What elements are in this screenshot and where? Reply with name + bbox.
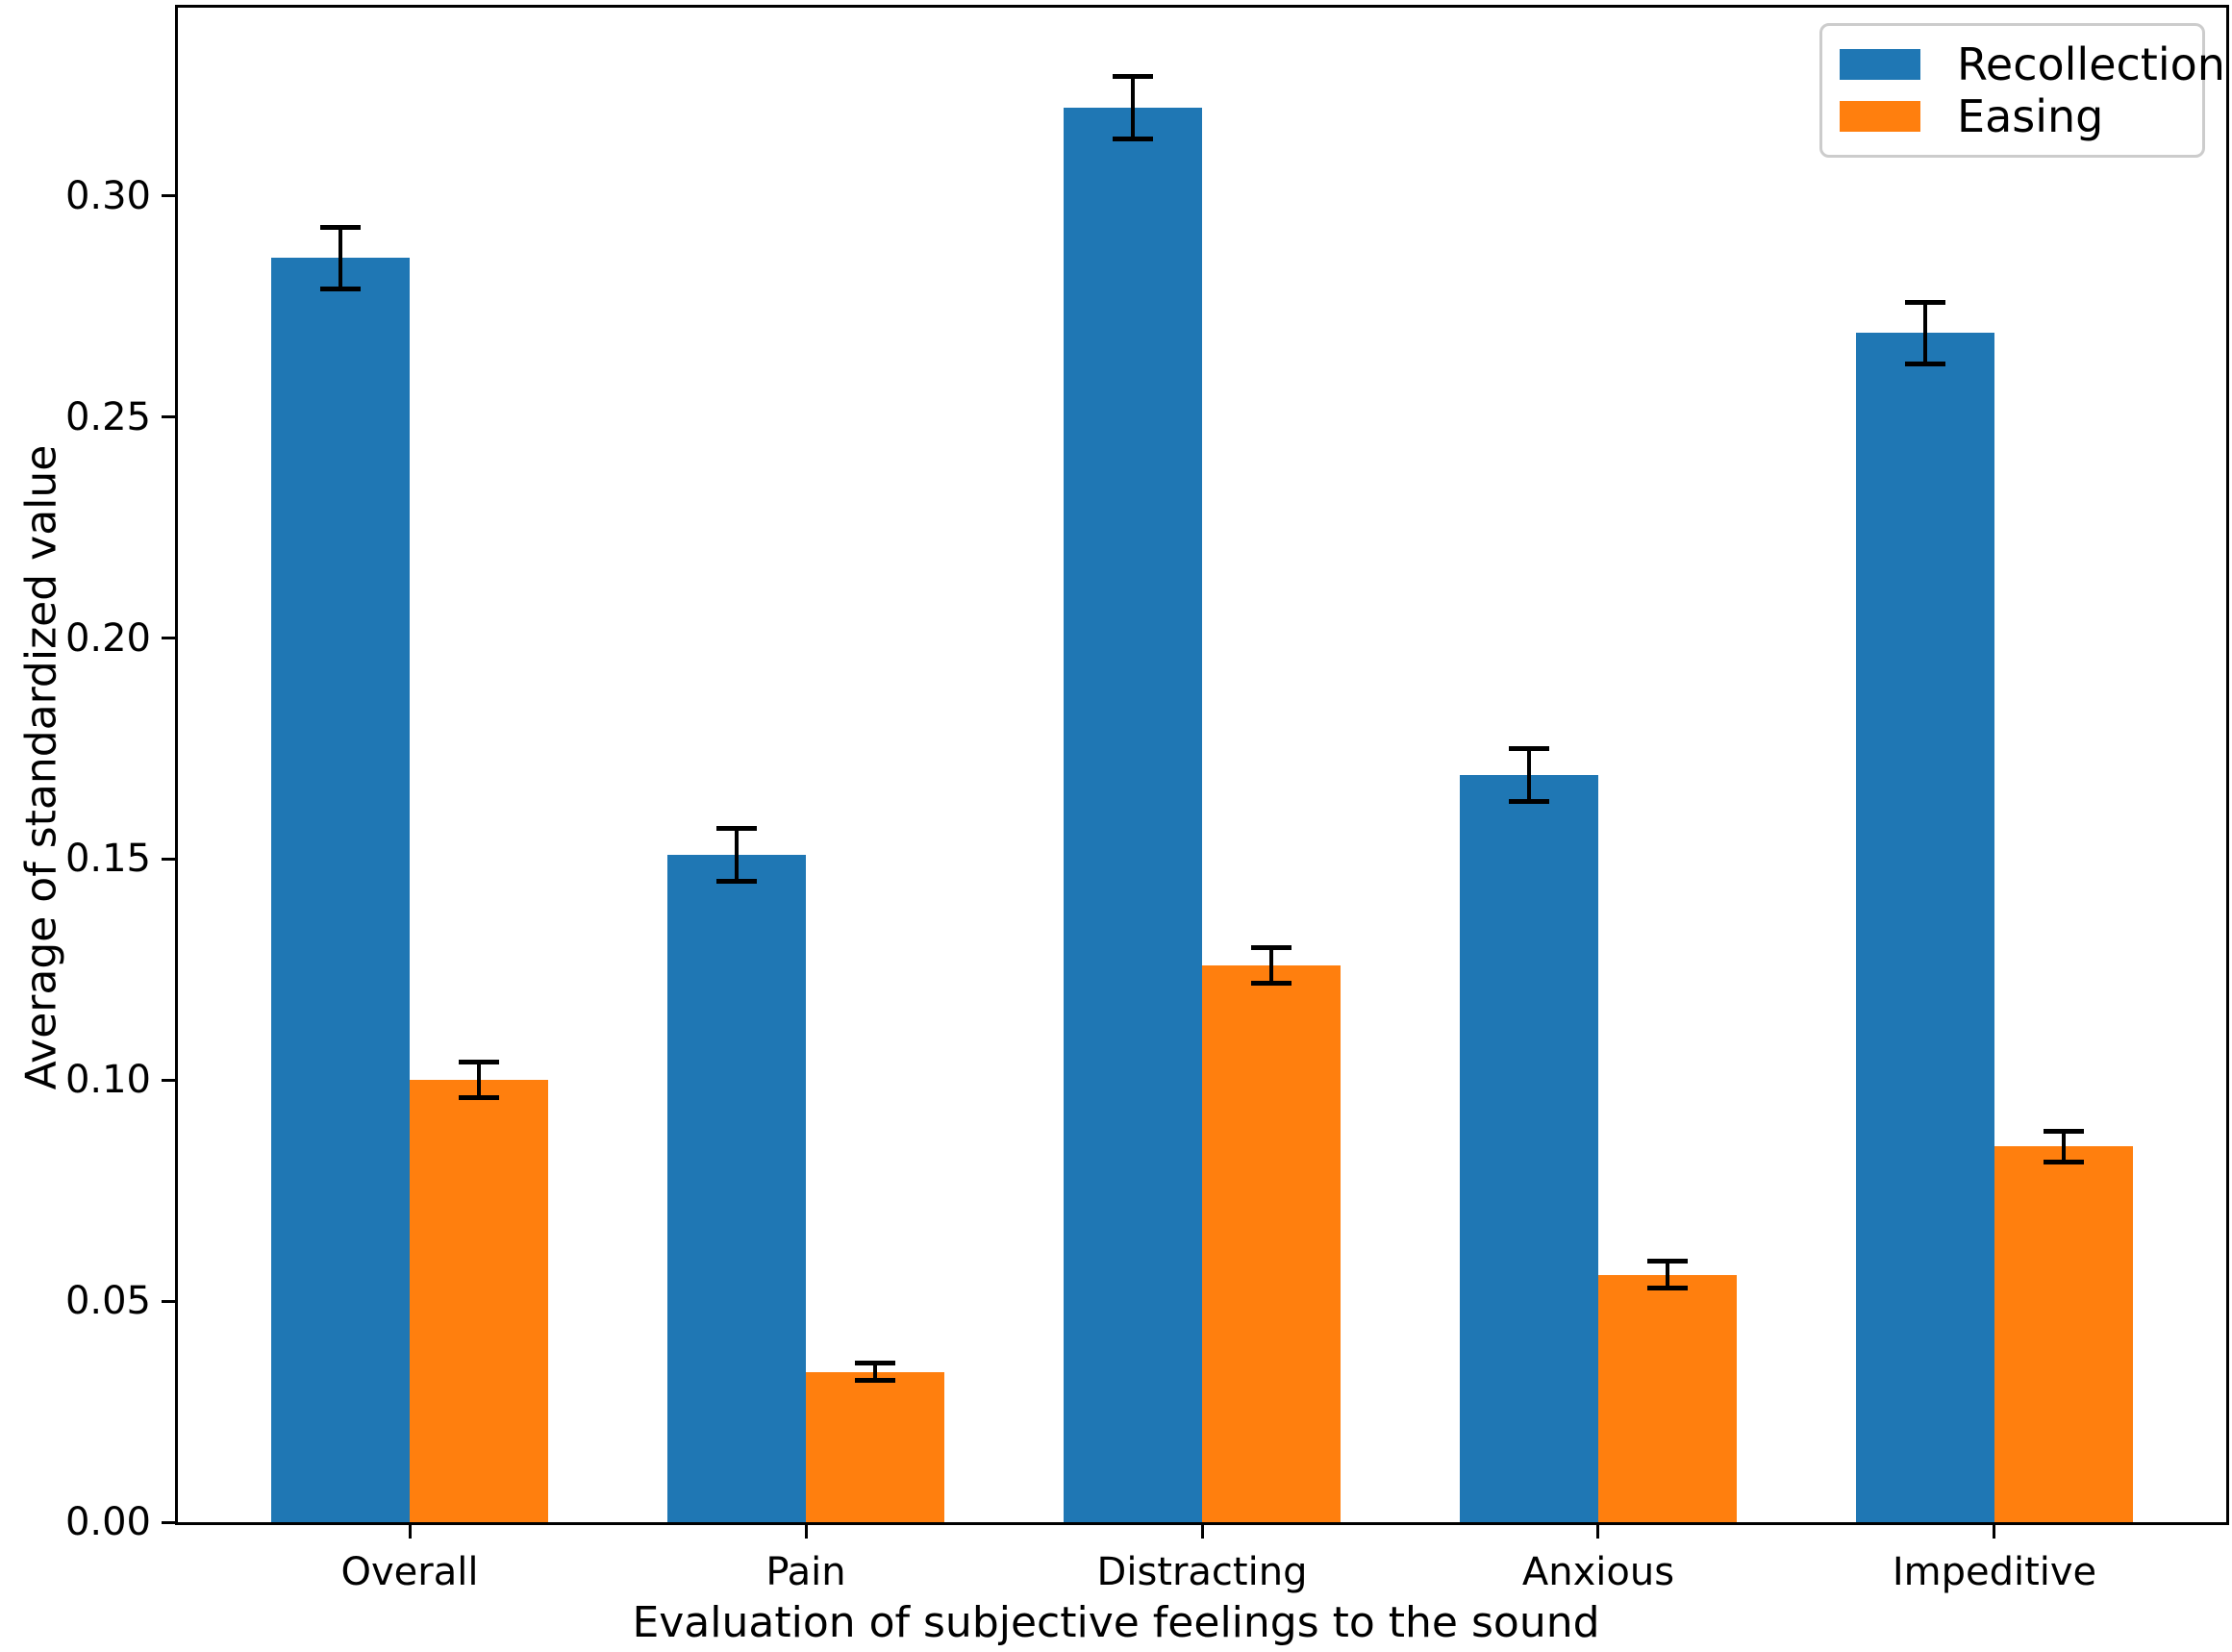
error-bar — [873, 1363, 878, 1381]
error-bar-cap-bottom — [459, 1095, 500, 1101]
x-tick-label: Distracting — [1096, 1550, 1308, 1594]
bar-easing-impeditive — [1994, 1146, 2134, 1522]
bar-easing-pain — [806, 1371, 945, 1522]
easing-swatch-icon — [1840, 101, 1920, 133]
bar-recollection-distracting — [1063, 107, 1202, 1522]
bar-recollection-impeditive — [1855, 333, 1994, 1522]
x-axis-tick — [1200, 1525, 1204, 1539]
error-bar-cap-top — [855, 1361, 896, 1365]
error-bar-cap-top — [1251, 944, 1292, 950]
bar-easing-anxious — [1597, 1274, 1738, 1522]
x-tick-label: Impeditive — [1892, 1550, 2097, 1594]
error-bar-cap-top — [2044, 1128, 2085, 1134]
x-axis-tick — [1993, 1525, 1996, 1539]
error-bar — [1922, 302, 1927, 364]
y-axis-tick — [162, 1299, 175, 1303]
y-tick-label: 0.05 — [64, 1279, 151, 1324]
error-bar — [1269, 947, 1274, 984]
legend-label: Easing — [1957, 90, 2104, 143]
bar-easing-overall — [410, 1080, 549, 1522]
bar-recollection-pain — [666, 854, 806, 1522]
x-axis-tick — [804, 1525, 808, 1539]
error-bar — [2062, 1131, 2067, 1163]
error-bar-cap-bottom — [1251, 980, 1292, 986]
error-bar-cap-top — [319, 224, 361, 230]
error-bar — [477, 1062, 482, 1098]
bar-easing-distracting — [1202, 964, 1342, 1522]
error-bar — [1130, 76, 1135, 139]
error-bar-cap-top — [715, 825, 757, 831]
x-tick-label: Overall — [340, 1550, 479, 1594]
error-bar-cap-top — [1508, 745, 1549, 751]
error-bar-cap-top — [1904, 299, 1945, 305]
error-bar-cap-bottom — [855, 1378, 896, 1384]
y-axis-tick — [162, 637, 175, 640]
y-tick-label: 0.20 — [64, 615, 151, 661]
plot-area: 0.00 0.05 0.10 0.15 0.20 0.25 0.30 Overall Pain D… — [65, 5, 2229, 1591]
x-axis-tick — [1596, 1525, 1600, 1539]
x-axis-title: Evaluation of subjective feelings to the… — [632, 1598, 1600, 1647]
error-bar — [338, 227, 342, 289]
error-bar-cap-bottom — [1647, 1285, 1689, 1290]
error-bar-cap-bottom — [715, 878, 757, 884]
y-axis-tick — [162, 1520, 175, 1524]
y-axis-tick — [162, 857, 175, 861]
x-tick-label: Pain — [765, 1550, 846, 1594]
error-bar-cap-top — [1647, 1259, 1689, 1264]
error-bar-cap-top — [459, 1060, 500, 1065]
legend-label: Recollection — [1957, 38, 2225, 90]
y-axis-tick — [162, 1078, 175, 1082]
y-axis-tick — [162, 194, 175, 198]
error-bar-cap-bottom — [319, 286, 361, 291]
bar-recollection-anxious — [1459, 775, 1598, 1522]
error-bar-cap-bottom — [1112, 136, 1153, 141]
y-tick-label: 0.30 — [64, 173, 151, 218]
recollection-swatch-icon — [1840, 48, 1920, 80]
error-bar-cap-bottom — [1508, 799, 1549, 805]
error-bar — [734, 828, 739, 882]
error-bar — [1666, 1261, 1670, 1289]
error-bar-cap-bottom — [2044, 1159, 2085, 1164]
x-axis-tick — [408, 1525, 412, 1539]
error-bar-cap-top — [1112, 74, 1153, 80]
y-tick-label: 0.00 — [64, 1500, 151, 1544]
x-tick-label: Anxious — [1521, 1550, 1675, 1594]
error-bar-cap-bottom — [1904, 362, 1945, 367]
y-axis-tick — [162, 415, 175, 419]
y-tick-label: 0.15 — [64, 837, 151, 882]
legend-item-recollection: Recollection — [1840, 42, 2225, 87]
y-tick-label: 0.25 — [64, 394, 151, 439]
y-axis-title: Average of standardized value — [16, 444, 66, 1090]
error-bar — [1526, 748, 1531, 802]
y-tick-label: 0.10 — [64, 1058, 151, 1103]
bar-recollection-overall — [270, 258, 410, 1522]
legend: Recollection Easing — [1819, 23, 2225, 158]
legend-item-easing: Easing — [1840, 94, 2185, 138]
